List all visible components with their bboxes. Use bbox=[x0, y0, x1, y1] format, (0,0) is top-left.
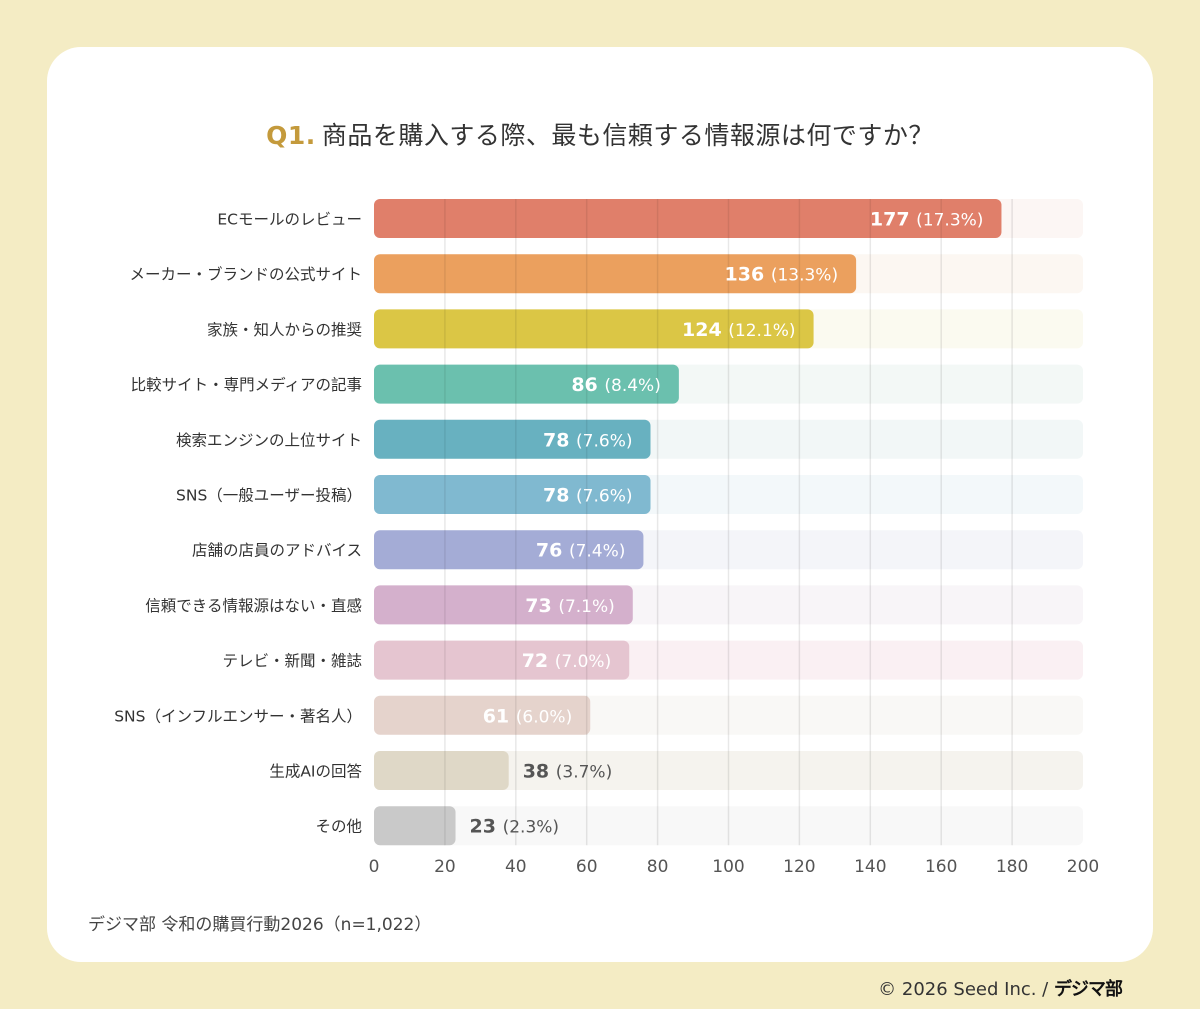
value-label: 38 (3.7%) bbox=[523, 761, 613, 783]
bar-track bbox=[374, 806, 1083, 846]
bar bbox=[374, 695, 591, 735]
category-label: SNS（一般ユーザー投稿） bbox=[176, 487, 362, 505]
value-label: 136 (13.3%) bbox=[725, 264, 839, 286]
value-label: 73 (7.1%) bbox=[525, 595, 615, 617]
bar bbox=[374, 364, 679, 404]
bar bbox=[374, 530, 644, 570]
value-percent: (7.6%) bbox=[576, 431, 632, 451]
value-number: 78 bbox=[543, 485, 576, 507]
chart-title: Q1. 商品を購入する際、最も信頼する情報源は何ですか？ bbox=[0, 116, 1200, 152]
value-label: 78 (7.6%) bbox=[543, 429, 633, 451]
value-number: 73 bbox=[525, 595, 558, 617]
value-label: 61 (6.0%) bbox=[483, 705, 573, 727]
value-percent: (3.7%) bbox=[556, 763, 612, 783]
x-tick-label: 120 bbox=[783, 857, 815, 877]
value-percent: (6.0%) bbox=[516, 707, 572, 727]
value-percent: (7.1%) bbox=[558, 597, 614, 617]
x-tick-label: 160 bbox=[925, 857, 957, 877]
brand-logo: デジマ部 bbox=[1054, 979, 1123, 1000]
bar bbox=[374, 806, 456, 846]
value-number: 136 bbox=[725, 264, 771, 286]
value-label: 78 (7.6%) bbox=[543, 485, 633, 507]
bar bbox=[374, 751, 509, 790]
x-tick-label: 60 bbox=[576, 857, 598, 877]
value-percent: (7.0%) bbox=[555, 652, 611, 672]
value-percent: (2.3%) bbox=[503, 818, 559, 838]
x-tick-label: 200 bbox=[1067, 857, 1099, 877]
category-label: 検索エンジンの上位サイト bbox=[176, 431, 362, 449]
value-percent: (13.3%) bbox=[771, 266, 838, 286]
category-label: SNS（インフルエンサー・著名人） bbox=[114, 707, 362, 725]
value-number: 38 bbox=[523, 761, 556, 783]
category-label: ECモールのレビュー bbox=[217, 211, 362, 229]
x-tick-label: 80 bbox=[647, 857, 669, 877]
value-number: 177 bbox=[870, 209, 916, 231]
value-number: 78 bbox=[543, 429, 576, 451]
value-number: 61 bbox=[483, 705, 516, 727]
bar bbox=[374, 640, 630, 680]
value-label: 72 (7.0%) bbox=[522, 650, 612, 672]
value-label: 124 (12.1%) bbox=[682, 319, 796, 341]
question-text: 商品を購入する際、最も信頼する情報源は何ですか？ bbox=[321, 121, 934, 150]
question-number: Q1. bbox=[266, 121, 316, 150]
x-tick-label: 0 bbox=[369, 857, 380, 877]
x-tick-label: 40 bbox=[505, 857, 527, 877]
value-label: 76 (7.4%) bbox=[536, 540, 626, 562]
gridlines bbox=[444, 199, 1013, 846]
value-percent: (17.3%) bbox=[916, 211, 983, 231]
value-number: 76 bbox=[536, 540, 569, 562]
value-percent: (7.4%) bbox=[569, 542, 625, 562]
value-label: 23 (2.3%) bbox=[470, 816, 560, 838]
category-label: 店舗の店員のアドバイス bbox=[192, 542, 362, 560]
category-label: その他 bbox=[315, 818, 362, 836]
bar bbox=[374, 254, 857, 294]
category-label: 生成AIの回答 bbox=[269, 763, 362, 781]
category-label: 信頼できる情報源はない・直感 bbox=[145, 597, 362, 615]
bar bbox=[374, 199, 1002, 238]
x-tick-label: 100 bbox=[712, 857, 744, 877]
bar-track bbox=[374, 751, 1083, 790]
category-label: 比較サイト・専門メディアの記事 bbox=[131, 375, 362, 394]
bar bbox=[374, 419, 651, 459]
bar bbox=[374, 309, 814, 349]
bar bbox=[374, 475, 651, 514]
value-number: 72 bbox=[522, 650, 555, 672]
value-number: 86 bbox=[571, 374, 604, 396]
bar bbox=[374, 585, 633, 625]
x-tick-label: 180 bbox=[996, 857, 1028, 877]
category-label: テレビ・新聞・雑誌 bbox=[222, 652, 362, 670]
value-percent: (8.4%) bbox=[604, 376, 660, 396]
value-number: 124 bbox=[682, 319, 728, 341]
source-note: デジマ部 令和の購買行動2026（n=1,022） bbox=[88, 915, 432, 935]
copyright-text: © 2026 Seed Inc. / bbox=[878, 979, 1049, 1000]
category-label: メーカー・ブランドの公式サイト bbox=[129, 265, 362, 284]
value-number: 23 bbox=[470, 816, 503, 838]
x-tick-label: 140 bbox=[854, 857, 886, 877]
value-label: 86 (8.4%) bbox=[571, 374, 661, 396]
value-label: 177 (17.3%) bbox=[870, 209, 984, 231]
category-label: 家族・知人からの推奨 bbox=[207, 321, 362, 339]
copyright: © 2026 Seed Inc. / デジマ部 bbox=[878, 975, 1123, 1001]
value-percent: (12.1%) bbox=[728, 321, 795, 341]
x-tick-label: 20 bbox=[434, 857, 456, 877]
value-percent: (7.6%) bbox=[576, 487, 632, 507]
